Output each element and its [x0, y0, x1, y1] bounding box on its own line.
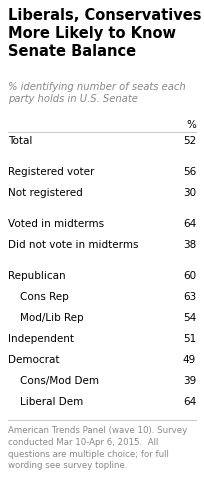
Text: 63: 63 [183, 292, 196, 302]
Text: Liberals, Conservatives
More Likely to Know
Senate Balance: Liberals, Conservatives More Likely to K… [8, 8, 202, 59]
Text: 51: 51 [183, 334, 196, 344]
Text: Not registered: Not registered [8, 188, 83, 198]
Text: Did not vote in midterms: Did not vote in midterms [8, 240, 139, 250]
Text: Registered voter: Registered voter [8, 167, 94, 177]
Text: 64: 64 [183, 397, 196, 407]
Text: Independent: Independent [8, 334, 74, 344]
Text: Mod/Lib Rep: Mod/Lib Rep [20, 313, 84, 323]
Text: 30: 30 [183, 188, 196, 198]
Text: Cons/Mod Dem: Cons/Mod Dem [20, 376, 99, 386]
Text: Voted in midterms: Voted in midterms [8, 219, 104, 229]
Text: Total: Total [8, 136, 32, 146]
Text: Liberal Dem: Liberal Dem [20, 397, 83, 407]
Text: 56: 56 [183, 167, 196, 177]
Text: %: % [186, 120, 196, 130]
Text: 39: 39 [183, 376, 196, 386]
Text: 52: 52 [183, 136, 196, 146]
Text: 60: 60 [183, 271, 196, 281]
Text: Democrat: Democrat [8, 355, 60, 365]
Text: Cons Rep: Cons Rep [20, 292, 69, 302]
Text: American Trends Panel (wave 10). Survey
conducted Mar 10-Apr 6, 2015.  All
quest: American Trends Panel (wave 10). Survey … [8, 426, 187, 470]
Text: % identifying number of seats each
party holds in U.S. Senate: % identifying number of seats each party… [8, 82, 186, 105]
Text: 38: 38 [183, 240, 196, 250]
Text: 49: 49 [183, 355, 196, 365]
Text: 64: 64 [183, 219, 196, 229]
Text: Republican: Republican [8, 271, 66, 281]
Text: 54: 54 [183, 313, 196, 323]
